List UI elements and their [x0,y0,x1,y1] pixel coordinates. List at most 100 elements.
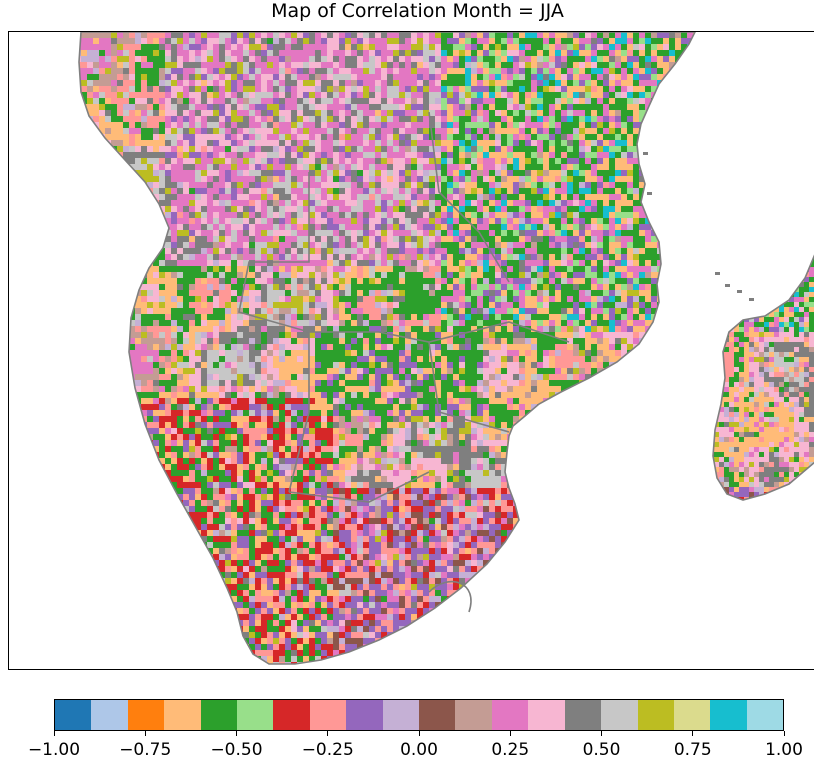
map-cell [609,296,616,303]
map-cell [531,182,538,189]
map-cell [87,188,94,195]
map-cell [303,266,310,273]
map-cell [117,272,124,279]
map-cell [645,158,652,165]
map-cell [555,62,562,69]
map-cell [429,206,436,213]
map-cell [585,74,592,81]
map-cell [459,128,466,135]
map-cell [405,68,412,75]
map-cell [123,104,130,111]
map-cell [615,200,622,207]
map-cell [693,38,695,45]
map-cell [147,182,154,189]
map-cell [459,272,466,279]
map-cell [441,176,448,183]
map-cell [411,296,418,303]
map-cell [195,128,202,135]
map-cell [543,86,550,93]
map-cell [555,170,562,177]
map-cell [225,146,232,153]
map-cell [237,134,244,141]
map-cell [669,80,676,87]
map-cell [153,122,160,129]
map-cell [549,122,556,129]
map-cell [603,62,610,69]
map-cell [159,104,166,111]
map-cell [225,128,232,135]
map-cell [405,164,412,171]
map-cell [549,290,556,297]
map-cell [489,128,496,135]
map-cell [435,158,442,165]
map-cell [261,122,268,129]
map-cell [279,194,286,201]
map-cell [549,218,556,225]
map-cell [573,104,580,111]
map-cell [579,152,586,159]
map-cell [705,218,712,225]
map-cell [627,50,634,57]
map-cell [267,206,274,213]
map-cell [225,200,232,207]
map-cell [339,104,346,111]
map-cell [501,212,508,219]
map-cell [597,32,604,39]
map-cell [297,50,304,57]
map-cell [237,92,244,99]
map-cell [693,272,695,279]
map-cell [321,242,328,249]
map-cell [675,152,682,159]
map-cell [339,158,346,165]
map-cell [411,284,418,291]
map-panel[interactable] [8,31,814,670]
map-cell [267,176,274,183]
map-cell [705,92,712,99]
map-cell [363,128,370,135]
map-cell [519,38,526,45]
map-cell [411,86,418,93]
map-cell [441,254,448,261]
map-cell [165,80,172,87]
map-cell [213,212,220,219]
map-cell [87,56,94,63]
map-cell [147,206,154,213]
map-cell [369,284,376,291]
map-cell [177,212,184,219]
map-cell [345,122,352,129]
map-cell [411,44,418,51]
map-cell [465,200,472,207]
map-cell [519,170,526,177]
map-cell [79,260,82,267]
map-cell [177,116,184,123]
map-cell [129,128,136,135]
map-cell [447,110,454,117]
map-cell [447,140,454,147]
map-cell [483,134,490,141]
map-cell [627,200,634,207]
map-cell [483,296,490,303]
map-cell [363,170,370,177]
map-cell [633,254,640,261]
map-cell [165,266,172,273]
map-cell [237,152,244,159]
map-cell [639,32,646,39]
map-cell [699,272,706,279]
map-cell [633,62,640,69]
map-cell [519,50,526,57]
map-cell [339,200,346,207]
map-cell [627,164,634,171]
map-cell [507,254,514,261]
map-cell [387,110,394,117]
map-cell [627,182,634,189]
map-cell [327,164,334,171]
map-cell [447,182,454,189]
map-cell [417,206,424,213]
map-cell [201,146,208,153]
map-cell [255,182,262,189]
map-cell [315,104,322,111]
map-cell [633,74,640,81]
map-cell [207,80,214,87]
map-cell [435,68,442,75]
map-cell [699,266,706,273]
